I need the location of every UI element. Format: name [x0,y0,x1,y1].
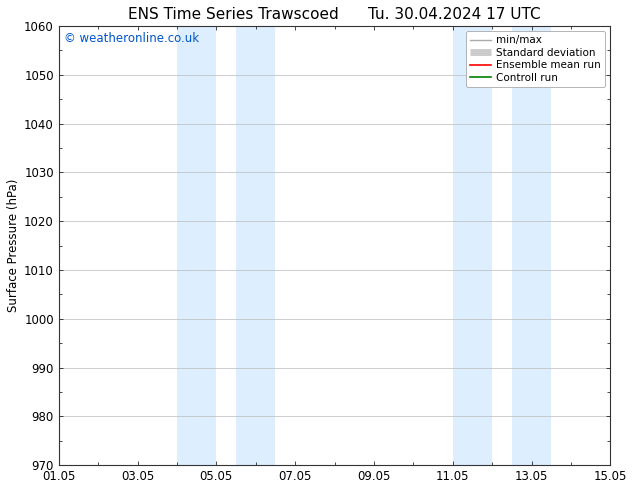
Bar [236,26,275,465]
Text: © weatheronline.co.uk: © weatheronline.co.uk [64,32,199,46]
Bar [177,26,216,465]
Legend: min/max, Standard deviation, Ensemble mean run, Controll run: min/max, Standard deviation, Ensemble me… [466,31,605,87]
Y-axis label: Surface Pressure (hPa): Surface Pressure (hPa) [7,179,20,312]
Bar [512,26,552,465]
Title: ENS Time Series Trawscoed      Tu. 30.04.2024 17 UTC: ENS Time Series Trawscoed Tu. 30.04.2024… [128,7,541,22]
Bar [453,26,492,465]
